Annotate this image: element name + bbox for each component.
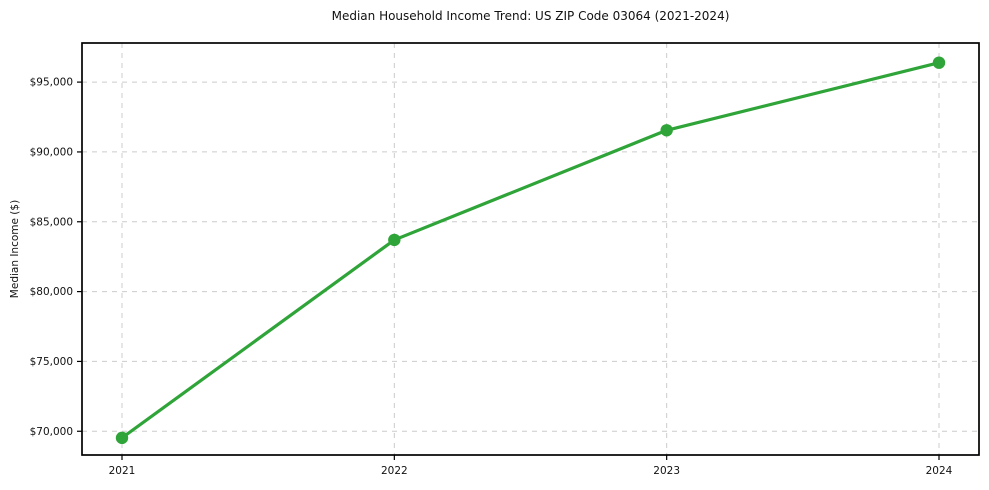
y-tick-label: $85,000 [30, 216, 73, 228]
trend-line [120, 61, 941, 440]
y-axis-label: Median Income ($) [9, 199, 21, 299]
x-tick-label: 2021 [109, 465, 136, 477]
x-tick-label: 2024 [926, 465, 953, 477]
data-point-2024 [932, 56, 946, 69]
y-tick-label: $95,000 [30, 77, 73, 89]
data-point-2021 [115, 431, 129, 445]
data-point-2023 [660, 124, 673, 137]
chart-title: Median Household Income Trend: US ZIP Co… [331, 9, 730, 23]
y-tick-label: $80,000 [30, 286, 73, 298]
y-tick-label: $70,000 [30, 426, 73, 438]
x-tick-label: 2022 [381, 465, 408, 477]
y-tick-label: $90,000 [30, 146, 73, 158]
data-point-2022 [388, 233, 401, 247]
plot-border [81, 42, 980, 456]
x-tick-label: 2023 [653, 465, 680, 477]
y-tick-label: $75,000 [30, 356, 73, 368]
